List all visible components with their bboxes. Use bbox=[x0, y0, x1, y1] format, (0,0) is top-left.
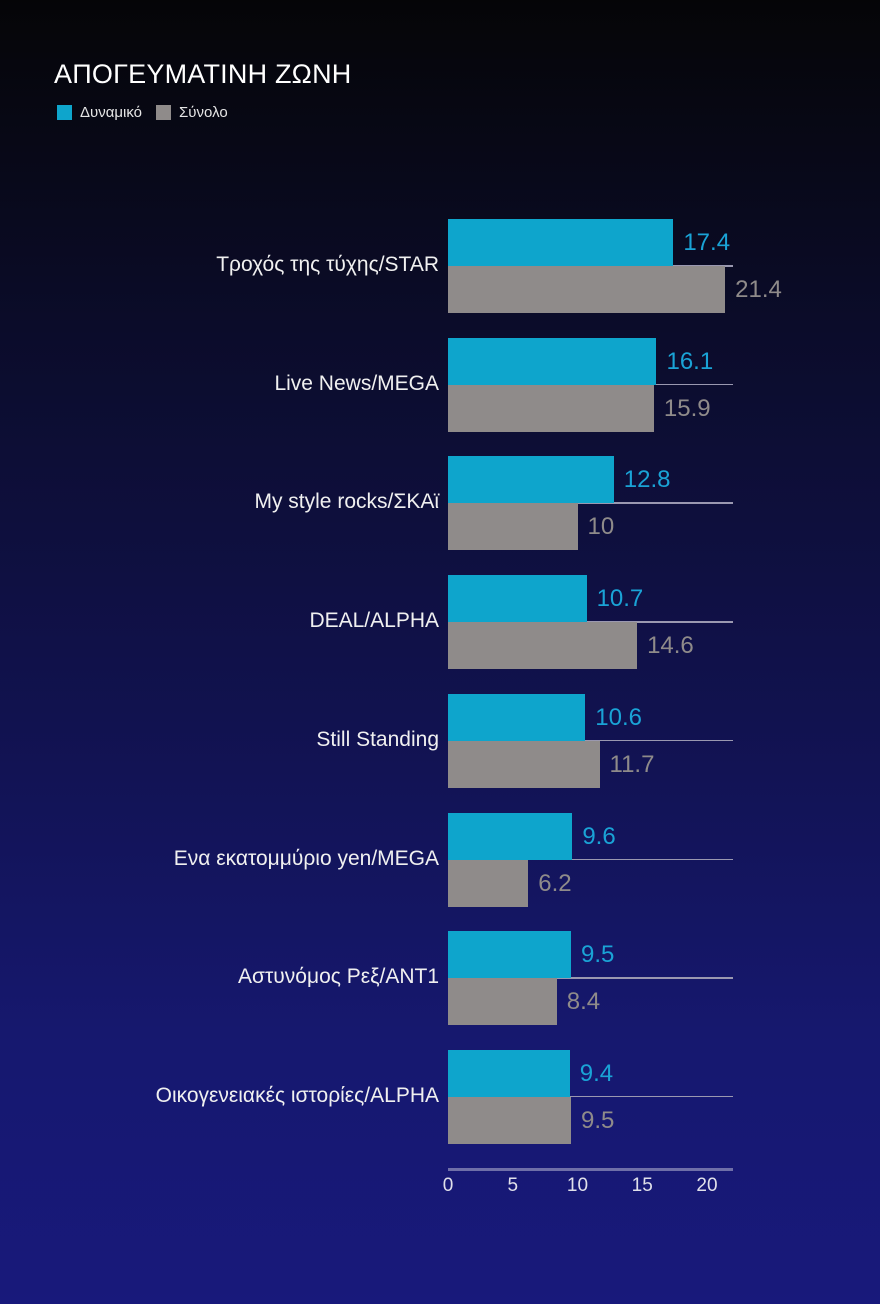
category-label: Αστυνόμος Ρεξ/ANT1 bbox=[238, 965, 439, 989]
value-label: 9.4 bbox=[579, 1059, 614, 1087]
legend-swatch-grey bbox=[156, 105, 172, 120]
value-label: 21.4 bbox=[735, 276, 782, 303]
legend-label: Σύνολο bbox=[179, 104, 228, 121]
value-label: 10.7 bbox=[596, 585, 644, 613]
bar-synolo bbox=[448, 978, 557, 1026]
bar-dynamiko bbox=[448, 575, 587, 623]
bar-dynamiko bbox=[448, 812, 573, 860]
value-label: 11.7 bbox=[609, 750, 655, 778]
value-label: 17.4 bbox=[683, 229, 731, 256]
x-axis-tick-label: 5 bbox=[507, 1175, 519, 1196]
bar-synolo bbox=[448, 740, 600, 788]
category-label: Still Standing bbox=[316, 727, 439, 751]
x-axis-tick-label: 10 bbox=[566, 1175, 589, 1196]
bar-dynamiko bbox=[448, 931, 572, 979]
group-separator-line bbox=[448, 977, 733, 979]
value-label: 15.9 bbox=[663, 394, 711, 422]
value-label: 10.6 bbox=[595, 703, 642, 731]
legend-swatch-blue bbox=[57, 105, 72, 120]
chart-title: ΑΠΟΓΕΥΜΑΤΙΝΗ ΖΩΝΗ bbox=[54, 59, 352, 89]
value-label: 10 bbox=[587, 513, 615, 541]
bar-synolo bbox=[448, 503, 578, 551]
bar-dynamiko bbox=[448, 219, 674, 266]
x-axis-line bbox=[448, 1168, 733, 1171]
category-label: Ενα εκατομμύριο yen/MEGA bbox=[173, 846, 439, 870]
bar-synolo bbox=[448, 384, 654, 432]
category-label: Live News/MEGA bbox=[274, 371, 439, 395]
value-label: 6.2 bbox=[538, 869, 572, 897]
legend: Δυναμικό Σύνολο bbox=[57, 104, 242, 121]
value-label: 12.8 bbox=[623, 466, 671, 494]
value-label: 16.1 bbox=[666, 347, 714, 375]
group-separator-line bbox=[448, 621, 733, 623]
category-label: My style rocks/ΣΚΑϊ bbox=[254, 490, 439, 514]
category-label: Οικογενειακές ιστορίες/ALPHA bbox=[155, 1083, 439, 1107]
legend-label: Δυναμικό bbox=[80, 104, 143, 121]
group-separator-line bbox=[448, 739, 733, 742]
bar-synolo bbox=[448, 266, 726, 313]
legend-item-synolo: Σύνολο bbox=[156, 104, 228, 121]
value-label: 9.6 bbox=[582, 822, 616, 850]
bar-dynamiko bbox=[448, 693, 586, 741]
group-separator-line bbox=[448, 858, 733, 860]
bar-synolo bbox=[448, 859, 529, 907]
x-axis-tick-label: 15 bbox=[631, 1175, 653, 1196]
legend-item-dynamiko: Δυναμικό bbox=[57, 104, 142, 121]
bar-dynamiko bbox=[448, 337, 657, 385]
value-label: 8.4 bbox=[566, 988, 601, 1016]
bar-dynamiko bbox=[448, 1049, 570, 1097]
x-axis-tick-label: 20 bbox=[696, 1175, 718, 1196]
value-label: 9.5 bbox=[581, 1106, 615, 1134]
bar-synolo bbox=[448, 622, 638, 670]
x-axis-tick-label: 0 bbox=[442, 1175, 454, 1196]
group-separator-line bbox=[448, 1095, 733, 1098]
category-label: Τροχός της τύχης/STAR bbox=[216, 253, 439, 276]
bar-synolo bbox=[448, 1096, 572, 1144]
category-label: DEAL/ALPHA bbox=[309, 609, 439, 633]
bar-dynamiko bbox=[448, 456, 614, 504]
value-label: 9.5 bbox=[581, 941, 615, 969]
value-label: 14.6 bbox=[647, 632, 694, 660]
